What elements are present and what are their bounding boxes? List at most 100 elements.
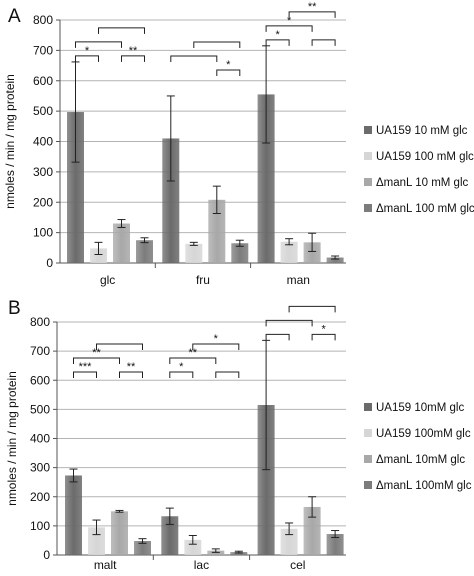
significance-bracket xyxy=(75,55,99,62)
y-tick-label: 400 xyxy=(30,432,50,446)
bar xyxy=(280,241,298,263)
legend-swatch xyxy=(364,455,372,463)
significance-bracket xyxy=(121,55,145,62)
y-tick-label: 700 xyxy=(33,43,53,57)
significance-label: * xyxy=(179,361,184,373)
significance-bracket xyxy=(119,371,143,378)
legend-swatch xyxy=(364,204,372,212)
legend-label: ΔmanL 100mM glc xyxy=(376,480,472,492)
legend-label: ΔmanL 10 mM glc xyxy=(376,177,469,189)
significance-label: ** xyxy=(92,347,101,359)
significance-bracket xyxy=(216,69,241,76)
significance-label: ** xyxy=(189,347,198,359)
legend-label: UA159 10mM glc xyxy=(376,402,464,414)
legend-label: ΔmanL 100 mM glc xyxy=(376,203,474,215)
panel-label: B xyxy=(8,298,21,319)
significance-bracket xyxy=(73,371,97,378)
significance-bracket xyxy=(169,371,194,378)
y-tick-label: 100 xyxy=(30,519,50,533)
significance-label: *** xyxy=(79,361,93,373)
bar xyxy=(65,475,82,555)
bar xyxy=(90,248,107,263)
significance-label: ** xyxy=(127,361,136,373)
significance-bracket xyxy=(96,343,143,350)
y-axis-label: nmoles / min / mg protein xyxy=(5,371,19,506)
panel-label: A xyxy=(8,6,21,27)
y-tick-label: 400 xyxy=(33,135,53,149)
legend-label: UA159 10 mM glc xyxy=(376,125,468,137)
bar xyxy=(161,516,179,555)
panel-a: A 0 100 200 300 400 500 600 700 800 nmoles / min /… xyxy=(3,1,474,287)
bar xyxy=(208,199,226,263)
legend-swatch xyxy=(364,403,372,411)
significance-bracket xyxy=(265,25,313,32)
significance-bracket xyxy=(170,55,218,62)
significance-bracket xyxy=(98,27,145,34)
significance-bracket xyxy=(73,357,120,364)
legend-label: UA159 100 mM glc xyxy=(376,151,474,163)
y-tick-label: 200 xyxy=(30,490,50,504)
bar xyxy=(134,541,151,555)
significance-bracket xyxy=(311,333,336,341)
significance-bracket xyxy=(265,319,313,327)
y-tick-label: 600 xyxy=(33,74,53,88)
y-tick-label: 0 xyxy=(46,256,53,270)
bar xyxy=(136,240,153,263)
significance-bracket xyxy=(169,357,217,364)
x-tick-label: lac xyxy=(194,558,209,571)
x-tick-label: fru xyxy=(196,273,210,287)
significance-label: * xyxy=(214,333,219,345)
bar xyxy=(67,112,84,263)
bar xyxy=(113,223,130,263)
y-tick-label: 300 xyxy=(30,461,50,475)
bar xyxy=(280,528,298,555)
panel-b: B 0 100 200 300 400 500 600 700 800 nmoles / min /… xyxy=(5,298,472,572)
bar xyxy=(303,242,321,263)
significance-label: * xyxy=(287,15,292,27)
bar xyxy=(303,506,321,555)
bar xyxy=(326,257,344,263)
x-tick-label: glc xyxy=(100,273,115,287)
y-tick-label: 100 xyxy=(33,226,53,240)
legend-swatch xyxy=(364,126,372,134)
bar xyxy=(257,405,275,555)
y-tick-label: 0 xyxy=(43,548,50,562)
legend-swatch xyxy=(364,429,372,437)
significance-label: * xyxy=(85,45,90,57)
bar xyxy=(111,511,128,555)
y-tick-label: 600 xyxy=(30,373,50,387)
x-tick-label: cel xyxy=(290,558,305,571)
y-tick-label: 500 xyxy=(33,104,53,118)
bar xyxy=(230,552,248,555)
bar xyxy=(88,527,105,555)
bar xyxy=(231,243,249,263)
legend-label: ΔmanL 10mM glc xyxy=(376,454,465,466)
significance-label: * xyxy=(226,59,231,71)
legend-label: UA159 100mM glc xyxy=(376,428,471,440)
significance-label: ** xyxy=(129,45,138,57)
y-tick-label: 800 xyxy=(33,13,53,27)
significance-bracket xyxy=(193,41,241,48)
significance-bracket xyxy=(192,343,240,350)
significance-bracket xyxy=(288,11,336,18)
legend-swatch xyxy=(364,481,372,489)
bar xyxy=(184,539,202,555)
bar xyxy=(162,138,180,263)
significance-bracket xyxy=(215,371,240,378)
y-tick-label: 200 xyxy=(33,195,53,209)
significance-label: ** xyxy=(308,1,317,13)
significance-bracket xyxy=(265,333,290,341)
legend-swatch xyxy=(364,178,372,186)
bar xyxy=(185,243,203,263)
significance-label: * xyxy=(275,29,280,41)
significance-bracket xyxy=(288,305,336,313)
x-tick-label: malt xyxy=(94,558,117,571)
bar xyxy=(326,534,344,555)
y-tick-label: 500 xyxy=(30,402,50,416)
x-tick-label: man xyxy=(287,273,310,287)
significance-bracket xyxy=(75,41,122,48)
significance-bracket xyxy=(265,39,290,46)
significance-bracket xyxy=(311,39,336,46)
